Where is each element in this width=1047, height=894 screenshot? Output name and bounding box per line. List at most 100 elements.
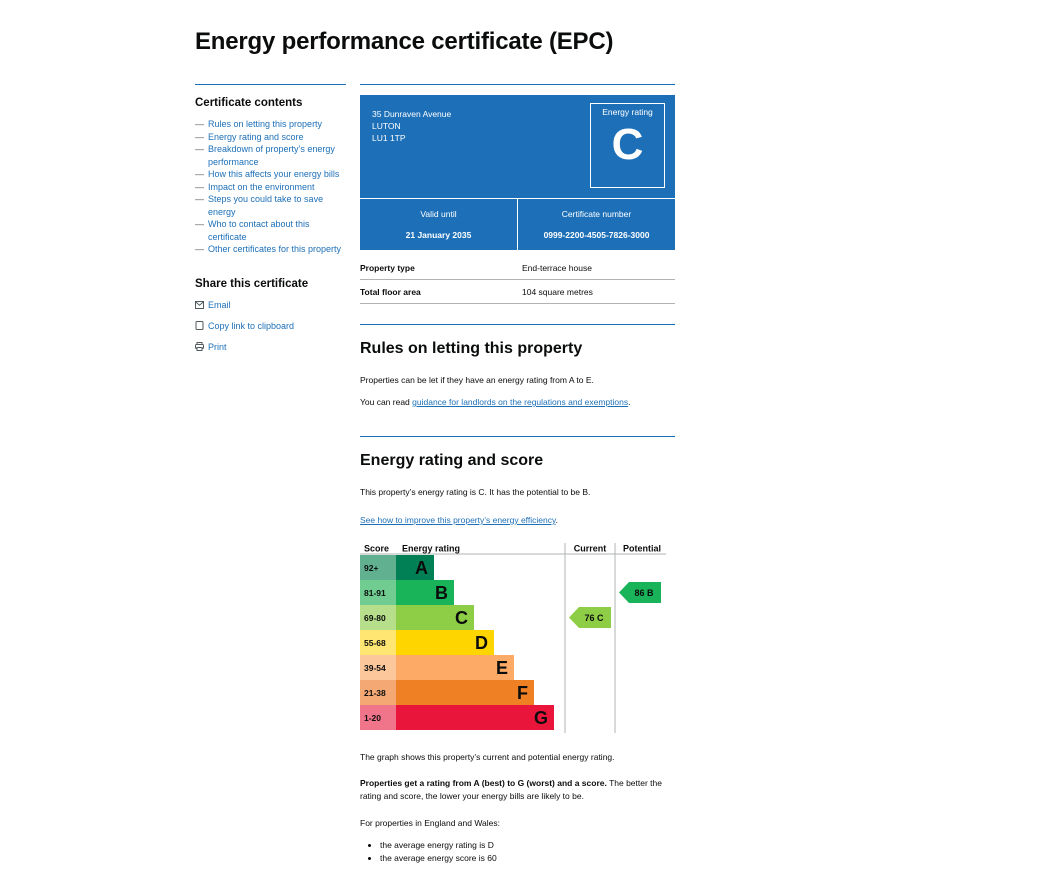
property-type-value: End-terrace house [522, 256, 675, 280]
contents-link[interactable]: Rules on letting this property [208, 119, 323, 129]
score-band-b [360, 580, 396, 605]
dash-icon: — [195, 119, 204, 129]
contents-item-rules[interactable]: — Rules on letting this property [195, 118, 346, 131]
average-list: the average energy rating is D the avera… [360, 839, 675, 864]
share-email-link[interactable]: Email [195, 300, 346, 310]
letting-section: Rules on letting this property Propertie… [360, 324, 675, 409]
floor-area-key: Total floor area [360, 279, 522, 304]
current-rating-arrow [569, 607, 611, 628]
contents-link[interactable]: Other certificates for this property [208, 244, 342, 254]
list-item: the average energy rating is D [380, 839, 675, 852]
letting-heading: Rules on letting this property [360, 340, 583, 357]
dash-icon: — [195, 219, 204, 229]
dash-icon: — [195, 144, 204, 154]
rating-bar-letter: A [415, 558, 428, 578]
section-divider [360, 324, 675, 325]
section-divider [360, 436, 675, 437]
letting-p2-prefix: You can read [360, 397, 413, 407]
share-print-label[interactable]: Print [208, 341, 227, 352]
rating-bar-g [396, 705, 554, 730]
letting-paragraph-2: You can read guidance for landlords on t… [360, 396, 675, 409]
score-range-label: 81-91 [364, 588, 386, 598]
table-row: Property type End-terrace house [360, 256, 675, 280]
main-content: 35 Dunraven Avenue LUTON LU1 1TP Energy … [360, 84, 675, 864]
contents-link[interactable]: Breakdown of property’s energy performan… [208, 144, 335, 167]
rating-bar-letter: E [496, 658, 508, 678]
rating-bar-letter: D [475, 633, 488, 653]
rating-explanation-rest: The better the rating and score, the low… [360, 778, 662, 801]
contents-item-environment[interactable]: — Impact on the environment [195, 181, 346, 194]
certificate-summary: 35 Dunraven Avenue LUTON LU1 1TP Energy … [360, 95, 675, 251]
score-band-g [360, 705, 396, 730]
certificate-number-cell: Certificate number 0999-2200-4505-7826-3… [517, 199, 675, 251]
score-band-c [360, 605, 396, 630]
rating-bar-letter: B [435, 583, 448, 603]
address-line-1: 35 Dunraven Avenue [372, 109, 452, 119]
score-range-label: 39-54 [364, 663, 386, 673]
rating-bar-b [396, 580, 454, 605]
contents-item-other[interactable]: — Other certificates for this property [195, 243, 346, 256]
contents-link[interactable]: Who to contact about this certificate [208, 219, 310, 242]
score-band-f [360, 680, 396, 705]
rating-bar-c [396, 605, 474, 630]
score-band-a [360, 555, 396, 580]
energy-section: Energy rating and score This property’s … [360, 436, 675, 864]
sidebar: Certificate contents — Rules on letting t… [195, 84, 346, 363]
contents-item-contact[interactable]: — Who to contact about this certificate [195, 218, 346, 243]
score-range-label: 69-80 [364, 613, 386, 623]
address-line-2: LUTON [372, 121, 401, 131]
improve-link-suffix: . [555, 515, 558, 525]
rating-bar-d [396, 630, 494, 655]
energy-rating-label: Energy rating [602, 107, 653, 117]
dash-icon: — [195, 181, 204, 192]
dash-icon: — [195, 169, 204, 179]
contents-link[interactable]: Energy rating and score [208, 131, 304, 142]
copy-icon [195, 321, 204, 330]
contents-link[interactable]: Steps you could take to save energy [208, 194, 324, 217]
contents-link[interactable]: How this affects your energy bills [208, 169, 340, 179]
certificate-number-value: 0999-2200-4505-7826-3000 [543, 230, 650, 240]
rating-bar-f [396, 680, 534, 705]
certificate-number-label: Certificate number [561, 209, 632, 219]
share-email-label[interactable]: Email [208, 299, 231, 310]
sidebar-divider [195, 84, 346, 85]
contents-link[interactable]: Impact on the environment [208, 181, 315, 192]
certificate-details-row: Valid until 21 January 2035 Certificate … [360, 198, 675, 251]
contents-item-steps[interactable]: — Steps you could take to save energy [195, 193, 346, 218]
rating-column-header: Energy rating [402, 544, 460, 554]
graph-note: The graph shows this property’s current … [360, 752, 615, 762]
mail-icon [195, 300, 204, 309]
improve-paragraph: See how to improve this property’s energ… [360, 514, 675, 527]
energy-paragraph-1: This property’s energy rating is C. It h… [360, 487, 591, 497]
rating-bar-a [396, 555, 434, 580]
property-address: 35 Dunraven Avenue LUTON LU1 1TP [372, 108, 451, 144]
contents-item-rating[interactable]: — Energy rating and score [195, 131, 346, 144]
score-column-header: Score [364, 544, 389, 554]
contents-item-breakdown[interactable]: — Breakdown of property’s energy performa… [195, 143, 346, 168]
rating-explanation-bold: Properties get a rating from A (best) to… [360, 778, 607, 788]
share-print-link[interactable]: Print [195, 342, 346, 352]
potential-column-header: Potential [623, 544, 661, 554]
valid-until-label: Valid until [420, 209, 457, 219]
property-type-key: Property type [360, 256, 522, 280]
score-range-label: 55-68 [364, 638, 386, 648]
score-band-e [360, 655, 396, 680]
energy-rating-letter: C [611, 120, 644, 169]
score-range-label: 1-20 [364, 713, 381, 723]
score-range-label: 21-38 [364, 688, 386, 698]
epc-rating-chart: Score Energy rating Current Potential 92+ A 81… [360, 543, 675, 733]
share-copy-label[interactable]: Copy link to clipboard [208, 320, 295, 331]
share-copy-link[interactable]: Copy link to clipboard [195, 321, 346, 331]
score-band-d [360, 630, 396, 655]
landlord-guidance-link[interactable]: guidance for landlords on the regulation… [412, 397, 629, 407]
rating-bar-e [396, 655, 514, 680]
improve-efficiency-link[interactable]: See how to improve this property’s energ… [360, 515, 556, 525]
letting-paragraph-1: Properties can be let if they have an en… [360, 375, 594, 385]
contents-item-bills[interactable]: — How this affects your energy bills [195, 168, 346, 181]
rating-bar-letter: G [534, 708, 548, 728]
page-title: Energy performance certificate (EPC) [195, 28, 614, 55]
main-divider [360, 84, 675, 85]
england-wales-text: For properties in England and Wales: [360, 818, 501, 828]
valid-until-cell: Valid until 21 January 2035 [360, 199, 517, 251]
rating-explanation: Properties get a rating from A (best) to… [360, 777, 675, 803]
